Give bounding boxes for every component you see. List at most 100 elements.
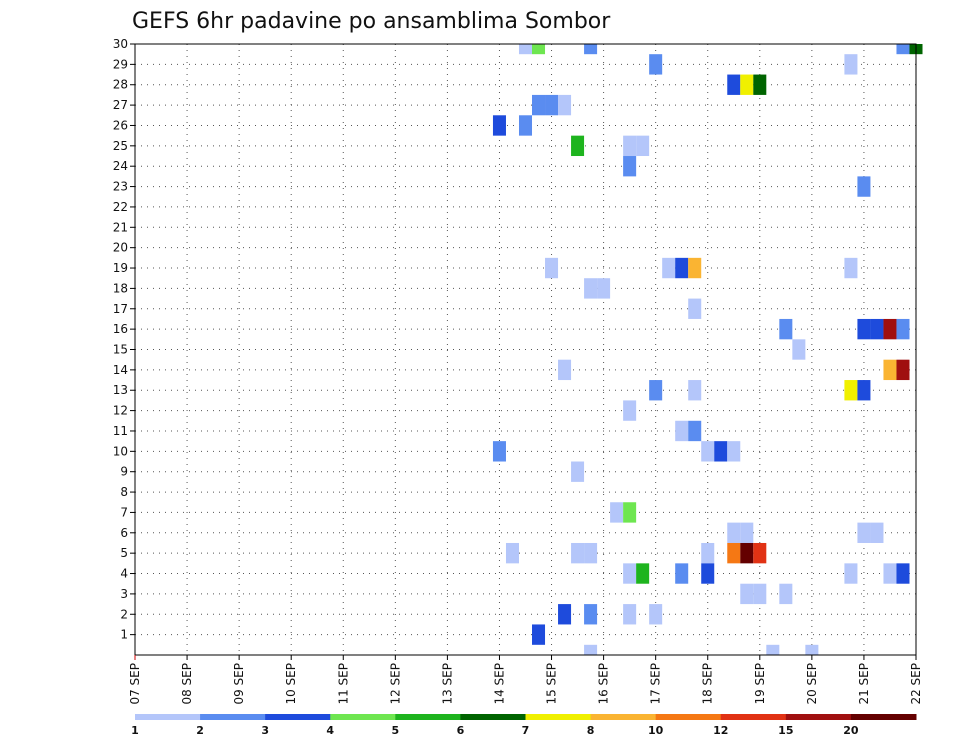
heatmap-cell: [844, 257, 858, 279]
legend-swatch: [525, 714, 592, 720]
heatmap-cell: [649, 54, 663, 75]
legend-swatch: [785, 714, 852, 720]
legend-swatch: [850, 714, 917, 720]
legend-swatch: [265, 714, 331, 720]
y-axis-ticks: 1234567891011121314151617181920212223242…: [113, 37, 135, 642]
heatmap-cell: [532, 624, 546, 645]
y-tick-label: 6: [120, 526, 128, 540]
heatmap-cell: [883, 318, 897, 340]
legend-label: 5: [392, 724, 400, 737]
y-tick-label: 20: [113, 241, 128, 255]
y-tick-label: 15: [113, 343, 128, 357]
heatmap-cell: [518, 44, 533, 55]
legend-label: 6: [457, 724, 465, 737]
heatmap-cell: [701, 542, 715, 564]
y-tick-label: 27: [113, 98, 128, 112]
heatmap-cell: [753, 542, 767, 564]
y-tick-label: 5: [120, 546, 128, 560]
heatmap-cell: [896, 44, 910, 55]
legend-label: 8: [587, 724, 595, 737]
heatmap-cell: [844, 380, 858, 401]
legend-swatch: [460, 714, 526, 720]
legend-label: 10: [648, 724, 664, 737]
legend-label: 20: [843, 724, 859, 737]
heatmap-cell: [727, 441, 741, 462]
chart-title: GEFS 6hr padavine po ansamblima Sombor: [132, 9, 611, 34]
y-tick-label: 28: [113, 78, 128, 92]
heatmap-cell: [584, 278, 598, 299]
heatmap-cell: [857, 522, 871, 543]
heatmap-cell: [571, 461, 585, 482]
legend-swatch: [655, 714, 722, 720]
heatmap-cell: [597, 278, 611, 299]
x-tick-label: 21 SEP: [857, 663, 871, 705]
heatmap-cell: [740, 522, 754, 543]
heatmap-cell: [701, 563, 715, 584]
heatmap-cell: [492, 441, 506, 462]
x-tick-label: 17 SEP: [649, 663, 663, 705]
x-tick-label: 10 SEP: [284, 663, 298, 705]
heatmap-cell: [727, 542, 741, 564]
legend-label: 7: [522, 724, 530, 737]
y-tick-label: 2: [120, 607, 128, 621]
y-tick-label: 11: [113, 424, 128, 438]
heatmap-cell: [844, 563, 858, 584]
heatmap-cell: [558, 604, 572, 625]
legend-swatch: [330, 714, 396, 720]
legend-swatch: [395, 714, 461, 720]
heatmap-cell: [610, 502, 624, 523]
y-tick-label: 23: [113, 180, 128, 194]
legend-swatch: [720, 714, 787, 720]
heatmap-cell: [896, 359, 910, 381]
y-tick-label: 18: [113, 281, 128, 295]
heatmap-cell: [623, 135, 637, 157]
x-tick-label: 08 SEP: [180, 663, 194, 705]
heatmap-cell: [649, 604, 663, 625]
y-tick-label: 12: [113, 404, 128, 418]
heatmap-cell: [688, 380, 702, 401]
color-legend: 1 2 3 4 5 6 7 8 10 12 15 20: [131, 714, 917, 737]
heatmap-cell: [857, 318, 871, 340]
heatmap-cell: [805, 644, 819, 655]
y-tick-label: 4: [120, 567, 128, 581]
heatmap-cell: [571, 135, 585, 157]
legend-swatch: [200, 714, 266, 720]
heatmap-cell: [675, 420, 689, 442]
heatmap-cell: [896, 318, 910, 340]
y-tick-label: 8: [120, 485, 128, 499]
heatmap-cell: [518, 115, 533, 136]
heatmap-cell: [766, 644, 780, 655]
heatmap-cell: [688, 298, 702, 319]
heatmap-cell: [558, 94, 572, 116]
heatmap-cell: [571, 542, 585, 564]
heatmap-cell: [649, 380, 663, 401]
y-tick-label: 26: [113, 118, 128, 132]
heatmap-cell: [623, 400, 637, 421]
x-tick-label: 20 SEP: [805, 663, 819, 705]
y-tick-label: 3: [120, 587, 128, 601]
heatmap-cells: [492, 44, 923, 655]
heatmap-cell: [870, 318, 884, 340]
heatmap-cell: [779, 583, 793, 605]
heatmap-cell: [857, 176, 871, 197]
heatmap-cell: [792, 339, 806, 360]
heatmap-cell: [623, 156, 637, 177]
heatmap-cell: [636, 563, 650, 584]
legend-label: 3: [261, 724, 269, 737]
y-tick-label: 21: [113, 220, 128, 234]
x-tick-label: 16 SEP: [597, 663, 611, 705]
y-tick-label: 25: [113, 139, 128, 153]
x-tick-label: 07 SEP: [128, 663, 142, 705]
heatmap-cell: [492, 115, 506, 136]
heatmap-cell: [714, 441, 728, 462]
heatmap-cell: [740, 542, 754, 564]
y-tick-label: 1: [120, 628, 128, 642]
y-tick-label: 22: [113, 200, 128, 214]
heatmap-cell: [532, 44, 546, 55]
heatmap-cell: [584, 44, 598, 55]
heatmap-cell: [779, 318, 793, 340]
y-tick-label: 7: [120, 505, 128, 519]
y-tick-label: 13: [113, 383, 128, 397]
x-tick-label: 18 SEP: [701, 663, 715, 705]
heatmap-cell: [753, 74, 767, 95]
